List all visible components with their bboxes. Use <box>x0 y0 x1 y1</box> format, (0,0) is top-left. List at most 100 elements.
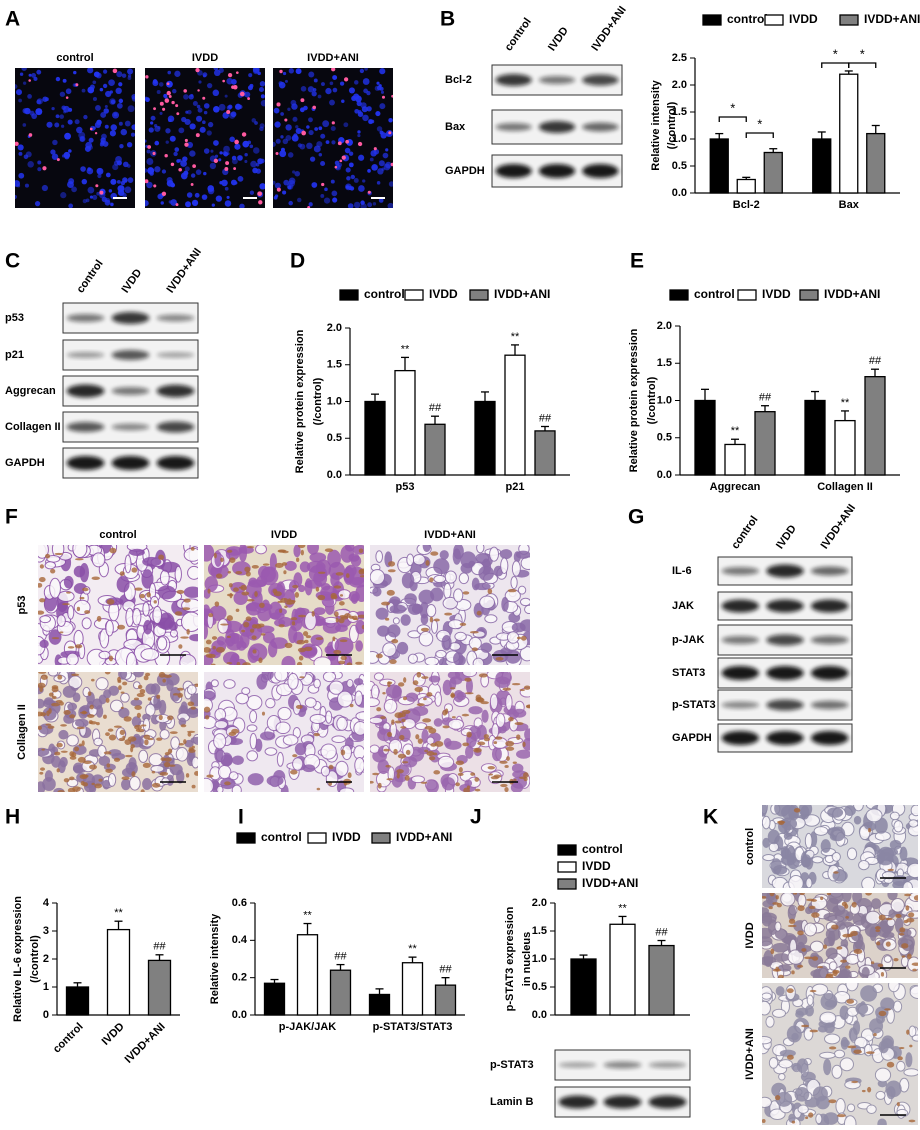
stain <box>125 754 133 758</box>
stain <box>358 548 364 553</box>
nucleus <box>145 139 147 143</box>
nucleus <box>61 124 65 128</box>
cell <box>223 679 236 689</box>
nucleus <box>347 203 354 208</box>
cell <box>444 570 457 584</box>
bar <box>534 430 556 476</box>
stain <box>122 681 128 686</box>
legend-swatch <box>764 14 784 26</box>
nucleus <box>131 93 135 100</box>
stain <box>778 974 784 978</box>
nucleus <box>285 134 292 141</box>
stain <box>183 739 187 745</box>
cell <box>511 560 521 577</box>
annotation: ** <box>401 343 410 355</box>
nucleus <box>88 137 94 143</box>
nucleus <box>117 185 125 193</box>
cell <box>909 985 918 999</box>
stain <box>191 784 196 789</box>
bar <box>364 400 386 476</box>
cell <box>38 747 50 757</box>
stain <box>495 736 503 740</box>
cell <box>890 898 905 913</box>
stain-dot <box>222 79 225 83</box>
stain <box>420 781 428 784</box>
stain <box>817 966 824 969</box>
nucleus <box>194 192 200 198</box>
stain <box>375 653 383 659</box>
stain <box>347 772 352 779</box>
cell <box>159 729 170 740</box>
stain <box>318 571 326 574</box>
stain <box>464 677 472 682</box>
stain <box>83 760 92 765</box>
nucleus <box>96 168 102 174</box>
micrograph <box>762 893 918 978</box>
nucleus <box>285 124 292 131</box>
nucleus <box>382 152 389 159</box>
significance-label: * <box>757 116 762 131</box>
cell <box>524 728 530 741</box>
y-axis-label: in nucleus <box>521 932 533 986</box>
cell <box>762 805 768 817</box>
legend-label: IVDD+ANI <box>582 876 638 890</box>
nucleus <box>202 120 206 125</box>
cell <box>762 854 775 862</box>
stain <box>245 571 251 577</box>
stain-dot <box>99 190 104 195</box>
nucleus <box>247 140 252 145</box>
stain <box>909 1044 913 1048</box>
cell <box>762 837 770 848</box>
cell <box>231 755 244 765</box>
error-bar <box>270 978 279 984</box>
nucleus <box>292 116 298 122</box>
nucleus <box>92 96 98 102</box>
nucleus <box>104 105 108 109</box>
error-bar <box>155 954 164 961</box>
error-bar <box>844 70 853 75</box>
stain <box>457 772 464 776</box>
blot-band <box>721 636 760 644</box>
cell <box>402 718 416 730</box>
nucleus <box>174 70 181 77</box>
stain <box>134 587 143 591</box>
cell <box>865 808 883 823</box>
nucleus <box>161 169 167 174</box>
bar <box>648 944 675 1016</box>
stain <box>823 944 828 949</box>
y-tick-label: 1.5 <box>532 925 547 937</box>
stain <box>797 905 805 912</box>
cell <box>513 551 521 563</box>
cell <box>845 983 859 992</box>
nucleus <box>295 68 302 75</box>
cell <box>204 604 211 617</box>
stain <box>134 705 142 710</box>
nucleus <box>325 140 330 145</box>
nucleus <box>65 88 72 95</box>
stain <box>205 639 212 645</box>
cell <box>811 983 829 996</box>
blot-band <box>111 350 150 360</box>
y-tick-label: 1.0 <box>657 394 672 406</box>
stain-dot <box>312 105 317 110</box>
nucleus <box>314 127 319 131</box>
stain <box>415 734 420 740</box>
cell <box>774 921 782 932</box>
nucleus <box>249 190 255 195</box>
stain <box>808 1112 814 1118</box>
nucleus <box>348 185 353 191</box>
stain <box>91 576 100 580</box>
nucleus <box>330 126 336 132</box>
blot-band <box>766 634 804 646</box>
stain <box>63 778 70 783</box>
significance-bracket <box>745 132 774 138</box>
nucleus <box>109 130 117 137</box>
cell <box>67 605 75 620</box>
stain <box>393 748 398 755</box>
annotation: ** <box>114 907 123 919</box>
nucleus <box>299 143 306 150</box>
stain <box>811 912 820 918</box>
stain <box>69 756 77 760</box>
cell <box>762 1000 771 1016</box>
cell <box>765 1015 775 1028</box>
